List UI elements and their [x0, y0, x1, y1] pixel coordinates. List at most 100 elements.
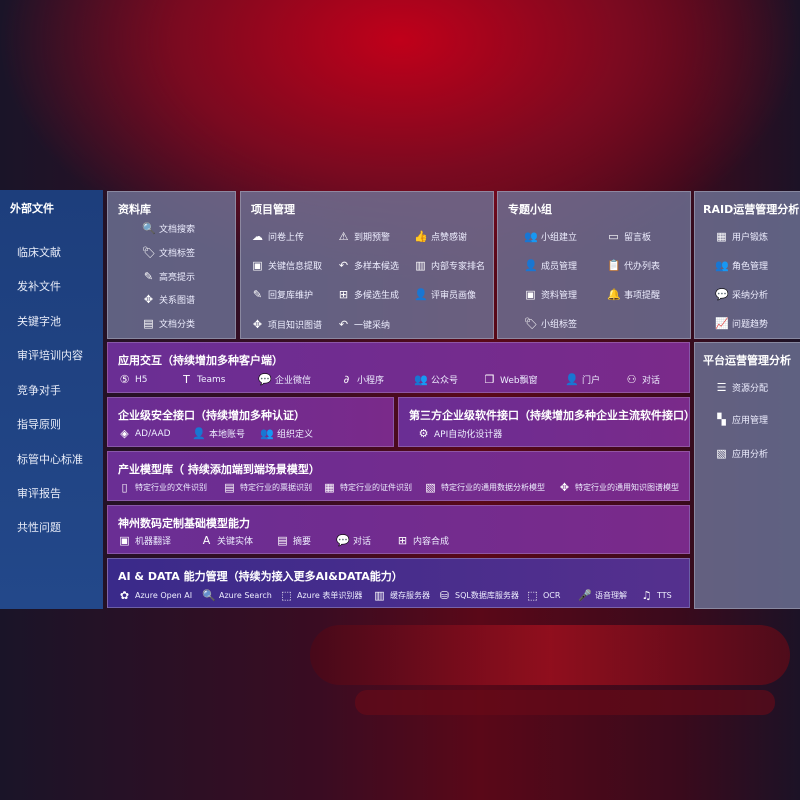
sidebar-item[interactable]: 关键字池: [17, 315, 61, 328]
org-icon: 👥: [260, 427, 274, 440]
aidata-item[interactable]: 🎤 语音理解: [578, 589, 627, 602]
group-item[interactable]: 🏷 小组标签: [524, 317, 578, 330]
group-item[interactable]: ▭ 留言板: [608, 230, 652, 243]
html5-icon: ⑤: [119, 373, 130, 386]
industry-item[interactable]: ▦ 特定行业的证件识别: [324, 481, 412, 494]
decor-floor: [355, 690, 775, 715]
tag-icon: 🏷: [524, 317, 538, 330]
project-item[interactable]: ⊞ 多候选生成: [338, 288, 400, 301]
industry-item[interactable]: ▤ 特定行业的票据识别: [224, 481, 312, 494]
panel-title: 第三方企业级软件接口（持续增加多种企业主流软件接口）: [409, 409, 695, 422]
sidebar-item[interactable]: 审评报告: [17, 487, 61, 500]
sidebar-item[interactable]: 临床文献: [17, 246, 61, 259]
sidebar-item[interactable]: 竞争对手: [17, 384, 61, 397]
industry-item[interactable]: ✥ 特定行业的通用知识图谱模型: [559, 481, 679, 494]
project-item[interactable]: ✎ 回复库维护: [252, 288, 314, 301]
project-item[interactable]: ✥ 项目知识图谱: [252, 318, 323, 331]
sidebar-item[interactable]: 审评培训内容: [17, 349, 83, 362]
industry-item[interactable]: ▧ 特定行业的通用数据分析模型: [425, 481, 545, 494]
alarm-icon: ⚠: [338, 230, 349, 243]
project-item[interactable]: ☁ 问卷上传: [252, 230, 305, 243]
aidata-item[interactable]: ⬚ Azure 表单识别器: [281, 589, 363, 602]
client-item[interactable]: 👥 公众号: [414, 373, 459, 386]
panel-title: 企业级安全接口（持续增加多种认证）: [118, 409, 305, 422]
sidebar-item[interactable]: 指导原则: [17, 418, 61, 431]
project-item[interactable]: ▣ 关键信息提取: [252, 259, 323, 272]
chart-icon: ▧: [716, 447, 727, 460]
doc-icon: ▯: [121, 481, 128, 494]
aidata-item[interactable]: 🔍 Azure Search: [202, 589, 272, 602]
security-item[interactable]: 👤 本地账号: [192, 427, 246, 440]
panel-title: AI & DATA 能力管理（持续为接入更多AI&DATA能力）: [118, 570, 403, 583]
project-item[interactable]: 👍 点赞感谢: [414, 230, 468, 243]
group-item[interactable]: 🔔 事项提醒: [607, 288, 661, 301]
platform-panel: 平台运营管理分析 ☰ 资源分配 ▚ 应用管理 ▧ 应用分析: [694, 342, 800, 609]
platform-item[interactable]: ▚ 应用管理: [715, 413, 768, 426]
raid-item[interactable]: ▦ 用户锻炼: [716, 230, 769, 243]
raid-item[interactable]: 📈 问题趋势: [715, 317, 769, 330]
industry-item[interactable]: ▯ 特定行业的文件识别: [118, 481, 207, 494]
base-item[interactable]: ⊞ 内容合成: [397, 534, 450, 547]
sidebar-item[interactable]: 共性问题: [17, 521, 61, 534]
security-item[interactable]: 👥 组织定义: [260, 427, 314, 440]
library-item[interactable]: ✎ 高亮提示: [143, 270, 196, 283]
base-item[interactable]: 💬 对话: [336, 534, 372, 547]
group-item[interactable]: 👥 小组建立: [524, 230, 578, 243]
client-item[interactable]: ⑤ H5: [119, 373, 148, 386]
sidebar: 外部文件 临床文献 发补文件 关键字池 审评培训内容 竞争对手 指导原则 标管中…: [0, 190, 103, 609]
clipboard-icon: 📋: [607, 259, 621, 272]
client-item[interactable]: ∂ 小程序: [340, 373, 384, 386]
user-lock-icon: 👤: [192, 427, 206, 440]
library-item[interactable]: 🔍 文档搜索: [142, 222, 196, 235]
doc-search-icon: 🔍: [142, 222, 156, 235]
ocr-icon: ⬚: [527, 589, 538, 602]
library-panel: 资料库 🔍 文档搜索 🏷 文档标签 ✎ 高亮提示 ✥ 关系图谱 ▤ 文档分类: [107, 191, 236, 339]
group-icon: 👥: [524, 230, 538, 243]
list-icon: ☰: [716, 381, 727, 394]
panel-title: 应用交互（持续增加多种客户端）: [118, 354, 283, 367]
client-item[interactable]: 👤 门户: [565, 373, 601, 386]
aidata-item[interactable]: ⛁ SQL数据库服务器: [439, 589, 519, 602]
raid-item[interactable]: 💬 采纳分析: [715, 288, 769, 301]
library-item[interactable]: 🏷 文档标签: [142, 246, 196, 259]
base-item[interactable]: ▤ 摘要: [277, 534, 312, 547]
base-item[interactable]: A 关键实体: [200, 534, 253, 547]
project-item[interactable]: ↶ 一键采纳: [338, 318, 391, 331]
client-item[interactable]: ⚇ 对话: [626, 373, 661, 386]
library-item[interactable]: ▤ 文档分类: [143, 317, 196, 330]
cache-icon: ▥: [374, 589, 385, 602]
client-item[interactable]: T Teams: [180, 373, 225, 386]
group-item[interactable]: ▣ 资料管理: [525, 288, 578, 301]
group-item[interactable]: 👤 成员管理: [524, 259, 578, 272]
database-icon: ⛁: [439, 589, 450, 602]
panel-title: 专题小组: [508, 203, 552, 216]
id-card-icon: ▦: [716, 230, 727, 243]
raid-item[interactable]: 👥 角色管理: [715, 259, 769, 272]
platform-item[interactable]: ▧ 应用分析: [716, 447, 769, 460]
thirdparty-panel: 第三方企业级软件接口（持续增加多种企业主流软件接口） ⚙ API自动化设计器: [398, 397, 695, 447]
aidata-item[interactable]: ♫ TTS: [641, 589, 672, 602]
library-item[interactable]: ✥ 关系图谱: [143, 293, 196, 306]
aidata-item[interactable]: ⬚ OCR: [527, 589, 561, 602]
group-item[interactable]: 📋 代办列表: [607, 259, 661, 272]
client-item[interactable]: ❐ Web飘窗: [484, 373, 538, 386]
aidata-item[interactable]: ▥ 缓存服务器: [374, 589, 430, 602]
platform-item[interactable]: ☰ 资源分配: [716, 381, 769, 394]
project-item[interactable]: ↶ 多样本候选: [338, 259, 400, 272]
security-item[interactable]: ◈ AD/AAD: [118, 427, 170, 440]
project-item[interactable]: 👤 评审员画像: [414, 288, 477, 301]
graph-icon: ✥: [143, 293, 154, 306]
project-item[interactable]: ⚠ 到期预警: [338, 230, 391, 243]
thirdparty-item[interactable]: ⚙ API自动化设计器: [418, 427, 503, 440]
reply-icon: ↶: [338, 318, 349, 331]
edit-icon: ✎: [252, 288, 263, 301]
project-item[interactable]: ▥ 内部专家排名: [415, 259, 486, 272]
sidebar-item[interactable]: 标管中心标准: [17, 453, 83, 466]
add-user-icon: 👤: [524, 259, 538, 272]
client-item[interactable]: 💬 企业微信: [258, 373, 312, 386]
tts-icon: ♫: [641, 589, 652, 602]
aidata-item[interactable]: ✿ Azure Open AI: [119, 589, 193, 602]
sidebar-item[interactable]: 发补文件: [17, 280, 61, 293]
doc-classify-icon: ▤: [143, 317, 154, 330]
base-item[interactable]: ▣ 机器翻译: [119, 534, 172, 547]
